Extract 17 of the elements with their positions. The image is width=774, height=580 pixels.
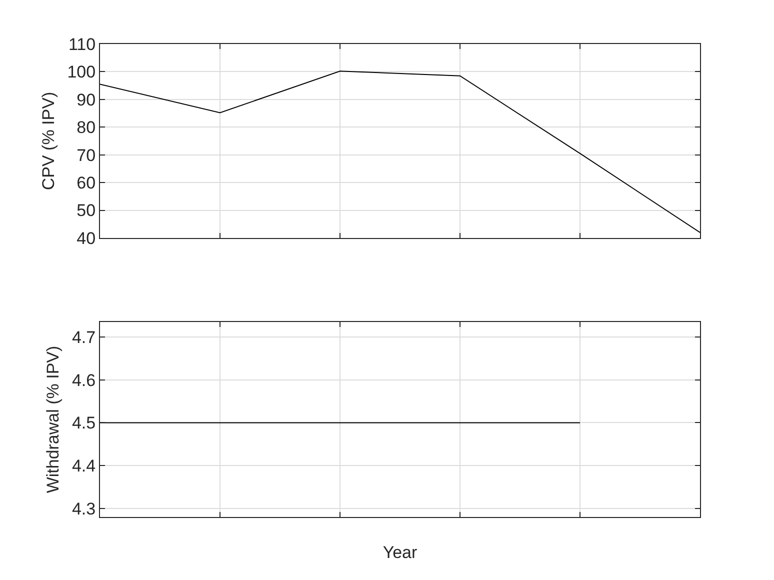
x-axis-title: Year	[382, 542, 418, 562]
y-tick-label: 4.4	[72, 456, 96, 476]
y-tick-label: 50	[76, 201, 96, 220]
y-tick-label: 100	[67, 62, 96, 82]
y-tick-label: 4.7	[72, 328, 96, 347]
y-axis-title: CPV (% IPV)	[38, 92, 58, 190]
y-tick-label: 90	[76, 90, 96, 110]
y-tick-label: 40	[76, 228, 96, 248]
y-tick-label: 70	[76, 146, 96, 165]
y-tick-label: 110	[68, 34, 96, 54]
line-series	[100, 70, 700, 233]
y-tick-label: 80	[76, 118, 96, 138]
y-tick-label: 60	[76, 174, 96, 193]
y-tick-label: 4.5	[72, 414, 96, 433]
y-tick-label: 4.3	[72, 499, 96, 518]
y-axis-title: Withdrawal (% IPV)	[44, 346, 63, 494]
y-tick-label: 4.6	[72, 370, 96, 390]
